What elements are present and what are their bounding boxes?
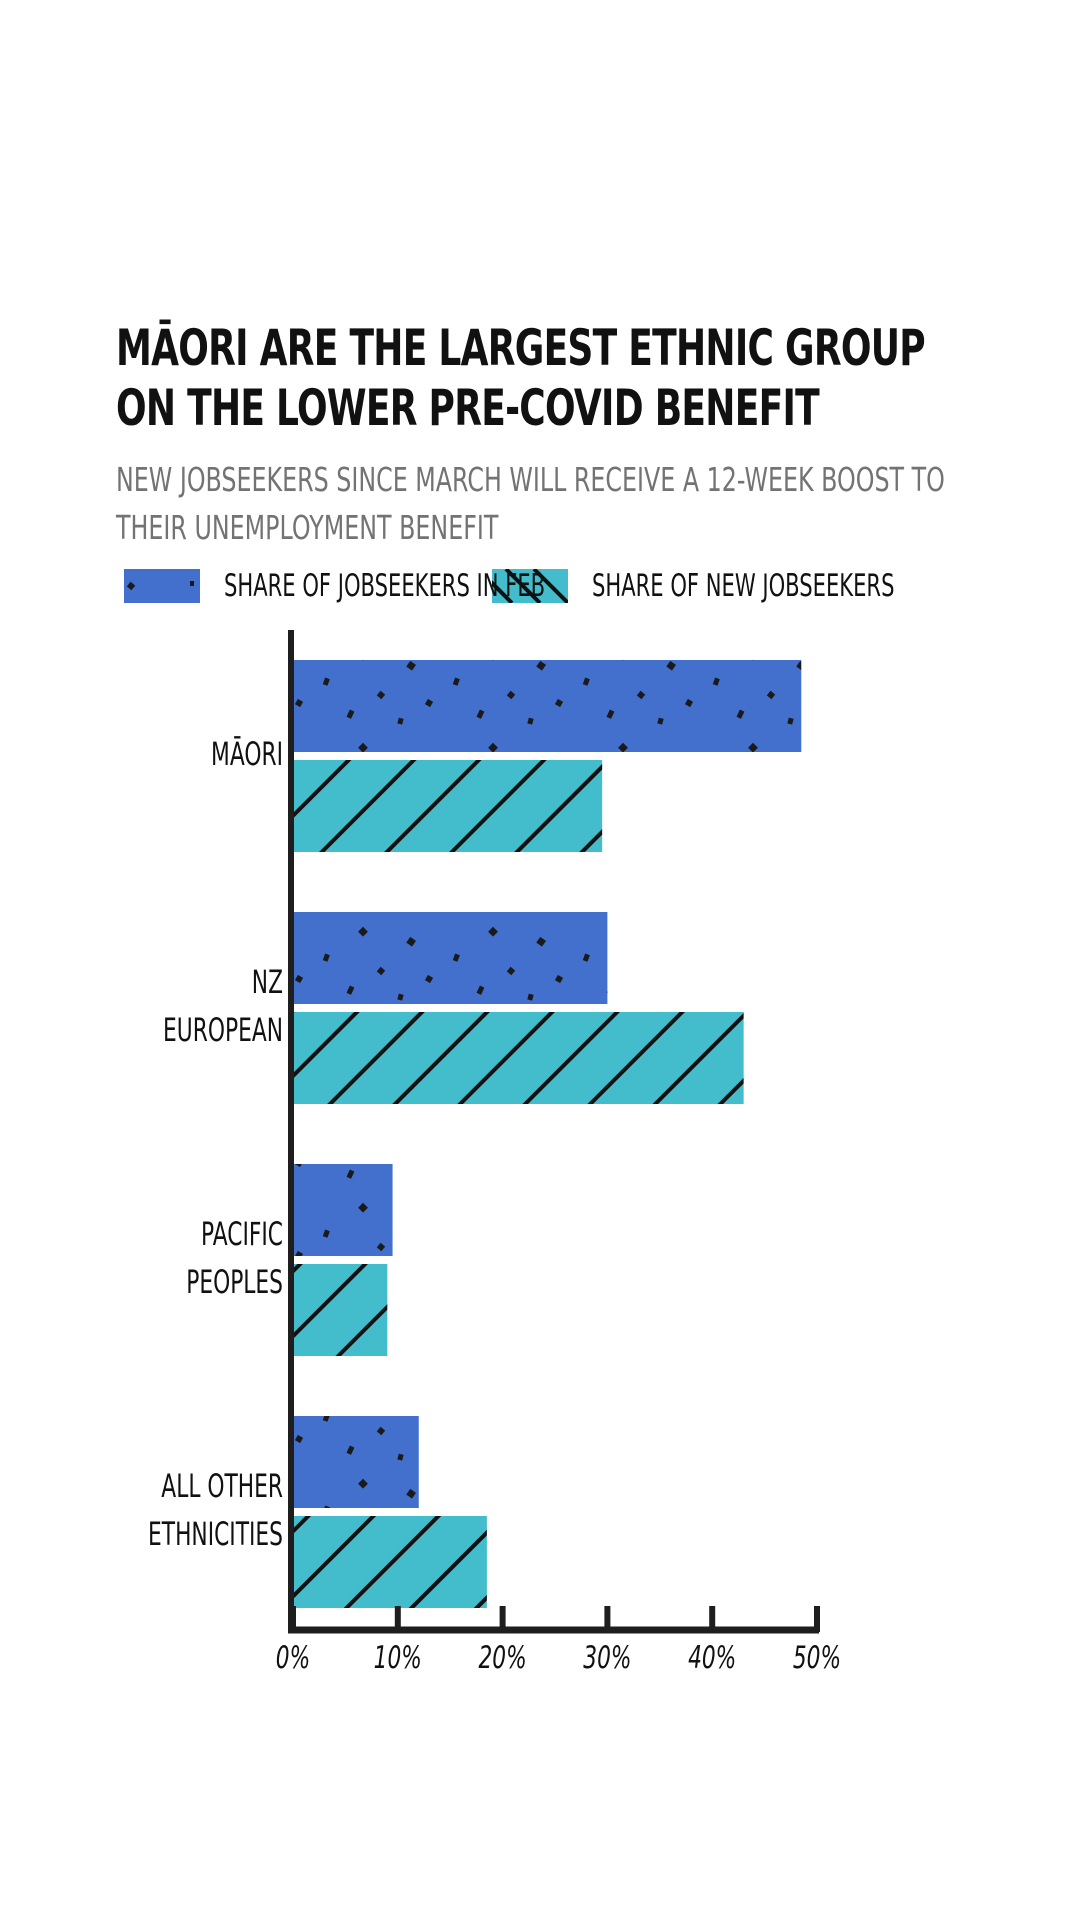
x-tick-label-0: 0% <box>276 1640 310 1676</box>
chart-subtitle: New jobseekers since March will receive … <box>116 460 945 547</box>
bar-feb-1 <box>293 912 608 1004</box>
category-label-1-line-1: EUROPEAN <box>163 1013 283 1049</box>
axis-layer <box>288 630 820 1634</box>
bar-feb-2 <box>293 1164 393 1256</box>
chart-legend: Share of jobseekers in Feb Share of new … <box>124 566 926 606</box>
bar-new-1 <box>293 1012 744 1104</box>
x-tick-label-3: 30% <box>583 1640 631 1676</box>
legend-swatch-new <box>492 569 568 603</box>
x-tick-label-4: 40% <box>688 1640 736 1676</box>
bar-new-2 <box>293 1264 388 1356</box>
x-tick-label-1: 10% <box>374 1640 422 1676</box>
category-label-2-line-1: PEOPLES <box>186 1265 283 1301</box>
x-tick-label-2: 20% <box>478 1640 526 1676</box>
legend-item-new: Share of new jobseekers <box>492 568 894 604</box>
legend-swatch-feb <box>124 569 200 603</box>
bars-layer <box>293 660 802 1608</box>
bar-feb-0 <box>293 660 802 752</box>
labels-layer: MĀORI NZ EUROPEAN PACIFIC PEOPLES ALL OTHER ET… <box>148 737 841 1676</box>
category-label-3-line-0: ALL OTHER <box>161 1469 283 1505</box>
category-label-0-line-0: MĀORI <box>211 737 283 773</box>
bar-new-3 <box>293 1516 487 1608</box>
x-tick-label-5: 50% <box>793 1640 841 1676</box>
bar-feb-3 <box>293 1416 419 1508</box>
category-label-2-line-0: PACIFIC <box>201 1217 283 1253</box>
chart-title: Māori are the largest ethnic group on th… <box>116 319 926 437</box>
category-label-1-line-0: NZ <box>252 965 283 1001</box>
bar-new-0 <box>293 760 603 852</box>
category-label-3-line-1: ETHNICITIES <box>148 1517 283 1553</box>
